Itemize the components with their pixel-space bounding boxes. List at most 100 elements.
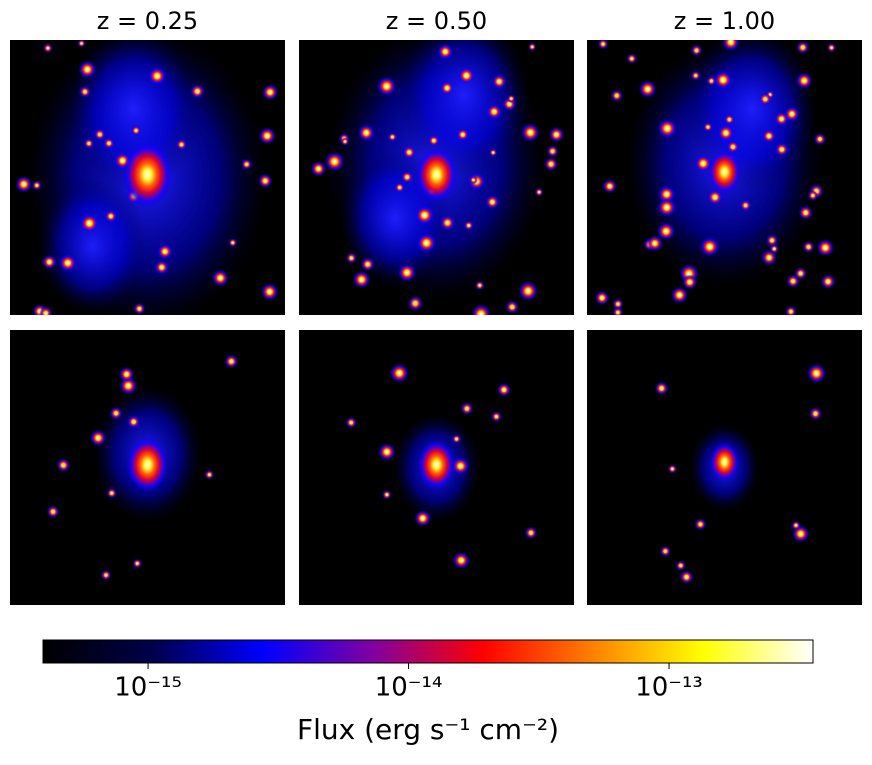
source bbox=[717, 124, 735, 142]
central-source bbox=[122, 141, 173, 208]
column-title: z = 0.25 bbox=[97, 7, 198, 35]
source bbox=[546, 145, 559, 158]
source bbox=[796, 41, 810, 54]
image-panel bbox=[10, 330, 285, 605]
source bbox=[659, 545, 671, 557]
source bbox=[56, 458, 71, 472]
source bbox=[802, 241, 815, 253]
central-source bbox=[415, 147, 458, 203]
source bbox=[360, 257, 375, 272]
source bbox=[807, 190, 819, 201]
source bbox=[452, 551, 470, 569]
source bbox=[690, 70, 701, 81]
source bbox=[491, 411, 502, 422]
source bbox=[707, 189, 723, 206]
source bbox=[157, 243, 173, 260]
source bbox=[795, 72, 813, 89]
source bbox=[324, 151, 345, 172]
source bbox=[785, 305, 797, 315]
source bbox=[262, 84, 279, 101]
halo bbox=[67, 40, 200, 192]
source bbox=[83, 138, 95, 149]
source bbox=[765, 234, 779, 247]
source bbox=[79, 213, 99, 233]
source bbox=[816, 238, 835, 257]
source bbox=[78, 60, 97, 79]
source bbox=[460, 402, 474, 415]
colorbar-label: Flux (erg s⁻¹ cm⁻²) bbox=[297, 713, 559, 746]
source bbox=[544, 157, 558, 172]
source bbox=[671, 286, 689, 304]
source bbox=[15, 175, 33, 193]
image-panel bbox=[10, 40, 285, 315]
source bbox=[414, 510, 432, 527]
source bbox=[258, 127, 276, 145]
source bbox=[394, 182, 405, 193]
column-title: z = 1.00 bbox=[674, 7, 775, 35]
source bbox=[474, 280, 485, 291]
source bbox=[657, 197, 677, 217]
source bbox=[79, 85, 91, 98]
source bbox=[132, 558, 143, 569]
source bbox=[310, 161, 327, 177]
tick-label: 10⁻¹³ bbox=[635, 673, 703, 703]
image-panel bbox=[587, 40, 862, 315]
source bbox=[826, 43, 837, 53]
source bbox=[147, 66, 167, 86]
image-panel bbox=[587, 330, 862, 605]
source bbox=[806, 363, 827, 384]
source bbox=[106, 487, 117, 499]
source bbox=[190, 84, 205, 99]
central-source bbox=[126, 437, 169, 493]
source bbox=[820, 274, 836, 289]
source bbox=[103, 137, 115, 149]
source bbox=[690, 44, 703, 57]
source bbox=[389, 363, 409, 383]
source bbox=[352, 270, 371, 289]
source bbox=[518, 281, 538, 301]
source bbox=[258, 173, 273, 189]
source bbox=[726, 140, 740, 154]
source bbox=[109, 406, 123, 420]
source bbox=[260, 283, 279, 301]
source bbox=[657, 118, 678, 139]
source bbox=[798, 205, 813, 220]
source bbox=[724, 114, 735, 125]
source bbox=[345, 252, 357, 264]
source bbox=[77, 40, 86, 48]
source bbox=[451, 457, 470, 475]
halo bbox=[37, 177, 148, 315]
source bbox=[486, 104, 502, 120]
source bbox=[357, 124, 375, 142]
source bbox=[809, 407, 822, 421]
source bbox=[610, 89, 623, 102]
source bbox=[491, 74, 507, 90]
source bbox=[713, 70, 733, 90]
source bbox=[706, 76, 717, 86]
source bbox=[211, 269, 229, 287]
image-panel bbox=[299, 330, 574, 605]
source bbox=[93, 128, 106, 141]
source bbox=[416, 233, 437, 253]
source bbox=[722, 40, 740, 51]
source bbox=[703, 122, 713, 132]
source bbox=[378, 443, 396, 461]
source bbox=[451, 434, 462, 444]
source bbox=[612, 298, 624, 310]
source bbox=[43, 43, 53, 53]
source bbox=[694, 154, 712, 173]
source bbox=[397, 263, 417, 282]
tick-label: 10⁻¹⁴ bbox=[375, 673, 443, 703]
central-source bbox=[710, 442, 739, 482]
source bbox=[439, 215, 455, 231]
source bbox=[133, 302, 146, 315]
source bbox=[602, 179, 617, 194]
source bbox=[376, 76, 397, 96]
source bbox=[204, 469, 215, 480]
source bbox=[176, 139, 188, 151]
source bbox=[340, 137, 350, 146]
source bbox=[682, 274, 698, 290]
source bbox=[675, 560, 686, 571]
colorbar-fill bbox=[42, 639, 814, 664]
